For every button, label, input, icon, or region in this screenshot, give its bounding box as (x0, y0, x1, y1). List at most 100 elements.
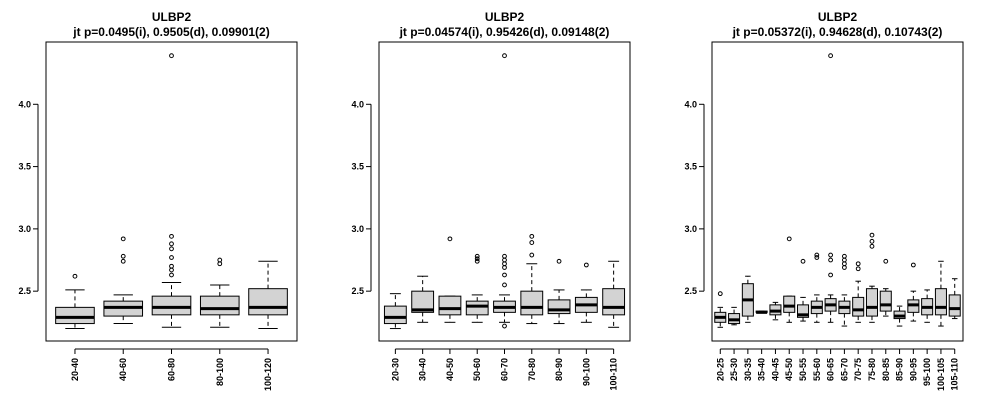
box-iqr (797, 304, 810, 318)
box-iqr (411, 290, 435, 313)
outlier-point (800, 258, 806, 264)
outlier-point (910, 262, 916, 268)
box-100-110 (602, 260, 626, 328)
box-75-80 (865, 232, 878, 323)
chart-subtitle: jt p=0.04574(i), 0.95426(d), 0.09148(2) (399, 25, 610, 39)
box-90-95 (907, 262, 920, 322)
x-tick-label: 20-40 (70, 358, 80, 381)
outlier-point (169, 53, 174, 59)
outlier-point (717, 291, 723, 297)
outlier-point (841, 257, 847, 263)
outlier-point (841, 253, 847, 259)
outlier-point (502, 265, 507, 270)
box-60-65 (824, 53, 837, 323)
outlier-point (502, 282, 507, 288)
box-55-60 (810, 252, 823, 323)
chart-title: ULBP2 (818, 10, 858, 24)
x-tick-label: 80-100 (215, 358, 225, 386)
box-80-90 (547, 258, 571, 325)
outlier-point (583, 262, 589, 268)
box-105-110 (948, 278, 961, 320)
box-65-70 (838, 253, 851, 327)
y-tick-label: 2.5 (351, 286, 364, 296)
box-iqr (948, 294, 961, 317)
x-tick-label: 100-105 (936, 358, 946, 391)
x-tick-label: 100-120 (263, 358, 273, 391)
box-80-100 (199, 257, 240, 328)
x-tick-label: 80-85 (881, 358, 891, 381)
outlier-point (72, 273, 78, 279)
y-tick-label: 4.0 (684, 99, 697, 109)
y-tick-label: 3.5 (351, 162, 364, 172)
outlier-point (814, 255, 820, 260)
x-tick-label: 60-80 (167, 358, 177, 381)
box-50-55 (797, 258, 810, 322)
x-tick-label: 30-35 (743, 358, 753, 381)
outlier-point (169, 246, 174, 252)
x-tick-label: 40-60 (118, 358, 128, 381)
plot-frame (711, 41, 964, 342)
x-tick-label: 95-100 (922, 358, 932, 386)
chart-subtitle: jt p=0.0495(i), 0.9505(d), 0.09901(2) (72, 25, 269, 39)
x-tick-label: 100-110 (609, 358, 619, 391)
chart-subtitle: jt p=0.05372(i), 0.94628(d), 0.10743(2) (732, 25, 943, 39)
outlier-point (502, 53, 507, 59)
outlier-point (828, 53, 834, 59)
x-tick-label: 85-90 (895, 358, 905, 381)
box-100-105 (934, 260, 947, 327)
x-tick-label: 70-75 (853, 358, 863, 381)
outlier-point (869, 243, 875, 249)
y-tick-label: 2.5 (18, 286, 31, 296)
box-iqr (852, 296, 865, 317)
x-tick-label: 60-70 (500, 358, 510, 381)
box-50-60 (465, 253, 489, 323)
outlier-point (883, 258, 889, 264)
outlier-point (529, 252, 535, 258)
y-tick-label: 3.5 (18, 162, 31, 172)
box-20-40 (55, 273, 95, 330)
plot-frame (45, 41, 298, 342)
x-tick-label: 45-50 (784, 358, 794, 381)
box-90-100 (574, 262, 598, 323)
outlier-point (786, 236, 792, 242)
box-30-40 (411, 275, 435, 323)
outlier-point (828, 252, 834, 258)
box-iqr (383, 305, 407, 325)
outlier-point (556, 258, 562, 264)
x-tick-label: 20-25 (715, 358, 725, 381)
outlier-point (169, 233, 174, 239)
outlier-point (828, 257, 834, 263)
y-tick-label: 3.0 (684, 224, 697, 234)
y-tick-label: 2.5 (684, 286, 697, 296)
x-tick-label: 35-40 (757, 358, 767, 381)
x-tick-label: 65-70 (839, 358, 849, 381)
outlier-point (217, 257, 223, 263)
chart-title: ULBP2 (152, 10, 192, 24)
outlier-point (814, 252, 820, 258)
x-tick-label: 20-30 (390, 358, 400, 381)
x-tick-label: 70-80 (527, 358, 537, 381)
outlier-point (841, 261, 847, 267)
box-iqr (438, 295, 462, 316)
outlier-point (120, 236, 126, 242)
y-tick-label: 3.0 (351, 224, 364, 234)
outlier-point (217, 261, 223, 267)
box-iqr (602, 288, 626, 316)
box-70-80 (520, 233, 544, 325)
x-tick-label: 80-90 (554, 358, 564, 381)
outlier-point (828, 272, 834, 278)
box-iqr (465, 300, 489, 316)
outlier-point (169, 241, 174, 247)
box-45-50 (783, 236, 796, 323)
chart-title: ULBP2 (485, 10, 525, 24)
box-iqr (151, 295, 192, 316)
outlier-point (120, 258, 126, 264)
outlier-point (529, 240, 535, 245)
box-iqr (248, 288, 288, 316)
box-iqr (547, 299, 571, 315)
outlier-point (841, 265, 847, 270)
outlier-point (502, 257, 507, 263)
outlier-point (855, 266, 861, 272)
